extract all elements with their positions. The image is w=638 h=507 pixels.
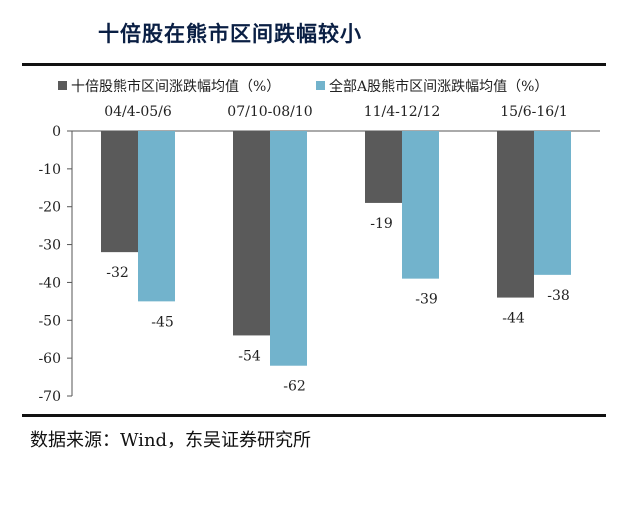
bars	[101, 131, 571, 366]
chart-title: 十倍股在熊市区间跌幅较小	[98, 21, 362, 46]
legend-label-2: 全部A股熊市区间涨跌幅均值（%）	[329, 78, 548, 95]
category-label: 04/4-05/6	[104, 104, 172, 120]
category-label: 11/4-12/12	[364, 104, 441, 120]
bar-series2-1	[138, 131, 175, 302]
y-tick-label: -10	[38, 162, 61, 178]
data-label-series1-4: -44	[502, 311, 525, 327]
legend-swatch-1	[58, 81, 67, 90]
data-label-series2-4: -38	[547, 288, 570, 304]
y-tick-label: -70	[38, 389, 61, 405]
data-labels: -32 -45 -54 -62 -19 -39 -44 -38	[106, 216, 570, 395]
category-label: 15/6-16/1	[500, 104, 568, 120]
category-label: 07/10-08/10	[227, 104, 312, 120]
bar-series2-4	[534, 131, 571, 275]
data-label-series2-2: -62	[283, 379, 306, 395]
legend: 十倍股熊市区间涨跌幅均值（%） 全部A股熊市区间涨跌幅均值（%）	[58, 78, 548, 95]
y-tick-label: -20	[38, 200, 61, 216]
bar-series2-3	[402, 131, 439, 279]
bottom-rule	[22, 414, 606, 417]
y-axis: 0 -10 -20 -30 -40 -50 -60 -70	[38, 124, 600, 405]
bar-series1-3	[365, 131, 402, 203]
bar-series2-2	[270, 131, 307, 366]
legend-swatch-2	[316, 81, 325, 90]
bar-series1-2	[233, 131, 270, 336]
data-label-series1-2: -54	[238, 348, 261, 364]
legend-label-1: 十倍股熊市区间涨跌幅均值（%）	[71, 78, 280, 95]
y-tick-label: -40	[38, 275, 61, 291]
bar-series1-1	[101, 131, 138, 253]
y-tick-label: -60	[38, 351, 61, 367]
data-label-series2-3: -39	[415, 292, 438, 308]
top-rule	[22, 63, 606, 66]
data-label-series1-3: -19	[370, 216, 393, 232]
category-labels: 04/4-05/6 07/10-08/10 11/4-12/12 15/6-16/1	[104, 104, 568, 120]
bar-series1-4	[497, 131, 534, 298]
y-tick-label: -50	[38, 313, 61, 329]
data-label-series2-1: -45	[151, 314, 174, 330]
source-note: 数据来源：Wind，东吴证券研究所	[30, 430, 312, 451]
data-label-series1-1: -32	[106, 265, 129, 281]
y-tick-label: 0	[52, 124, 61, 140]
y-tick-label: -30	[38, 238, 61, 254]
